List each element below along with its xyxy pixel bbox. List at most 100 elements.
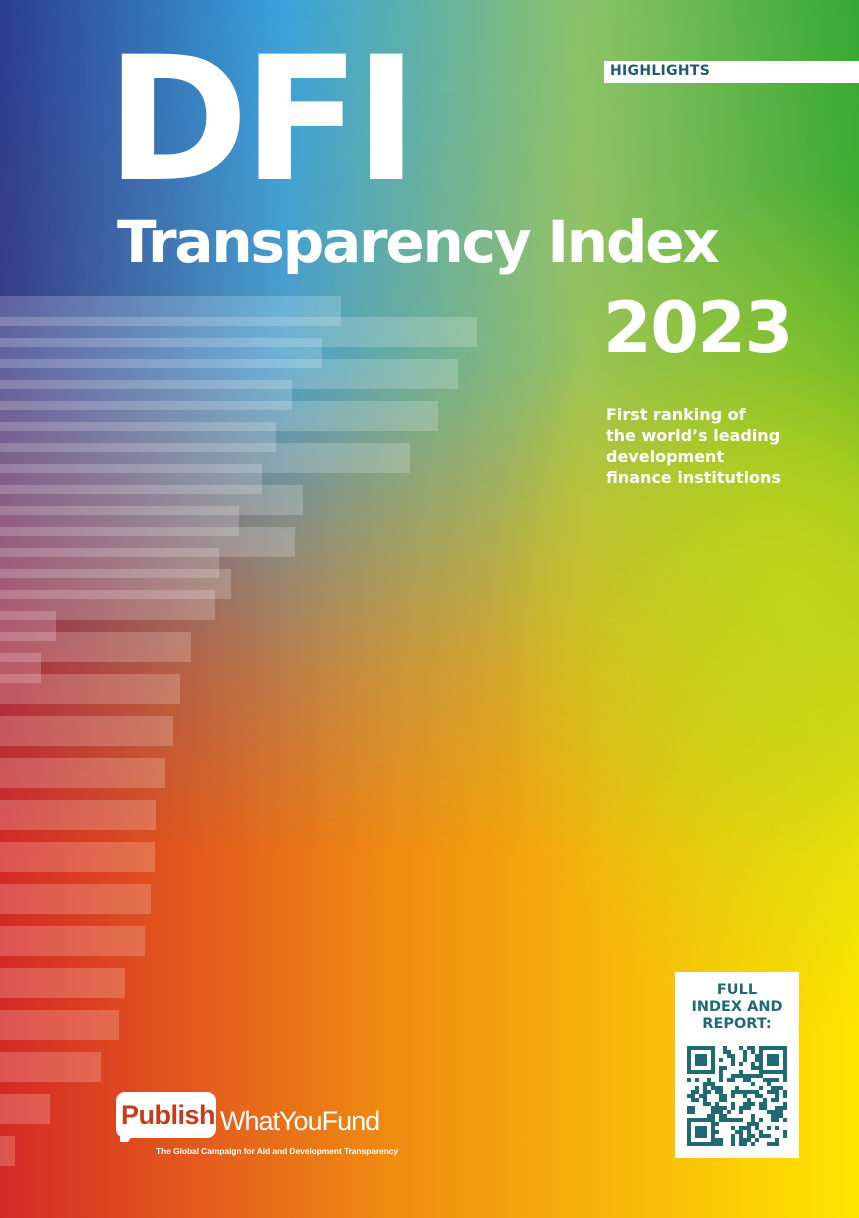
qr-module bbox=[775, 1070, 779, 1074]
qr-module bbox=[775, 1058, 779, 1062]
qr-module bbox=[751, 1142, 755, 1146]
decorative-bar bbox=[0, 338, 322, 368]
qr-module bbox=[779, 1110, 783, 1114]
qr-module bbox=[735, 1074, 739, 1078]
qr-module bbox=[711, 1118, 715, 1122]
qr-module bbox=[755, 1090, 759, 1094]
tagline: First ranking of the world’s leading dev… bbox=[606, 404, 846, 488]
qr-module bbox=[711, 1110, 715, 1114]
qr-module bbox=[739, 1090, 743, 1094]
qr-module bbox=[687, 1138, 691, 1142]
qr-module bbox=[707, 1090, 711, 1094]
qr-module bbox=[703, 1126, 707, 1130]
qr-module bbox=[699, 1130, 703, 1134]
qr-module bbox=[695, 1090, 699, 1094]
qr-module bbox=[719, 1070, 723, 1074]
qr-module bbox=[711, 1106, 715, 1110]
decorative-bar bbox=[0, 1010, 119, 1040]
qr-module bbox=[767, 1062, 771, 1066]
qr-module bbox=[751, 1046, 755, 1050]
qr-module bbox=[723, 1050, 727, 1054]
qr-module bbox=[715, 1110, 719, 1114]
qr-module bbox=[723, 1066, 727, 1070]
qr-module bbox=[695, 1062, 699, 1066]
qr-module bbox=[747, 1074, 751, 1078]
decorative-bar bbox=[0, 296, 341, 326]
decorative-bar bbox=[0, 464, 262, 494]
qr-module bbox=[783, 1118, 787, 1122]
decorative-bar bbox=[0, 422, 276, 452]
qr-module bbox=[739, 1074, 743, 1078]
qr-module bbox=[691, 1106, 695, 1110]
publish-what-you-fund-logo[interactable]: Publish WhatYouFund The Global Campaign … bbox=[116, 1092, 406, 1162]
qr-module bbox=[771, 1070, 775, 1074]
qr-module bbox=[759, 1094, 763, 1098]
qr-module bbox=[695, 1086, 699, 1090]
qr-module bbox=[767, 1126, 771, 1130]
qr-module bbox=[759, 1074, 763, 1078]
qr-module bbox=[687, 1130, 691, 1134]
qr-module bbox=[751, 1118, 755, 1122]
qr-module bbox=[779, 1114, 783, 1118]
qr-module bbox=[775, 1110, 779, 1114]
qr-module bbox=[771, 1046, 775, 1050]
qr-module bbox=[771, 1086, 775, 1090]
qr-module bbox=[723, 1106, 727, 1110]
decorative-bar bbox=[0, 527, 295, 557]
qr-code-icon[interactable] bbox=[687, 1046, 787, 1146]
qr-module bbox=[743, 1078, 747, 1082]
qr-module bbox=[739, 1134, 743, 1138]
qr-module bbox=[687, 1110, 691, 1114]
qr-module bbox=[707, 1046, 711, 1050]
qr-module bbox=[699, 1046, 703, 1050]
qr-module bbox=[731, 1106, 735, 1110]
qr-module bbox=[711, 1086, 715, 1090]
qr-module bbox=[755, 1058, 759, 1062]
qr-module bbox=[695, 1126, 699, 1130]
qr-module bbox=[743, 1102, 747, 1106]
qr-module bbox=[715, 1130, 719, 1134]
qr-module bbox=[687, 1126, 691, 1130]
decorative-bar bbox=[0, 611, 56, 641]
qr-module bbox=[775, 1118, 779, 1122]
qr-module bbox=[747, 1126, 751, 1130]
qr-module bbox=[715, 1106, 719, 1110]
qr-module bbox=[771, 1058, 775, 1062]
qr-module bbox=[711, 1114, 715, 1118]
qr-module bbox=[747, 1122, 751, 1126]
qr-module bbox=[771, 1118, 775, 1122]
qr-module bbox=[719, 1074, 723, 1078]
qr-module bbox=[727, 1078, 731, 1082]
qr-module bbox=[751, 1102, 755, 1106]
qr-module bbox=[731, 1118, 735, 1122]
qr-module bbox=[783, 1094, 787, 1098]
qr-module bbox=[691, 1090, 695, 1094]
title-transparency-index: Transparency Index bbox=[117, 208, 720, 276]
decorative-bar bbox=[0, 380, 292, 410]
qr-module bbox=[699, 1070, 703, 1074]
qr-module bbox=[719, 1138, 723, 1142]
qr-module bbox=[703, 1062, 707, 1066]
qr-module bbox=[775, 1142, 779, 1146]
decorative-bar bbox=[0, 569, 231, 599]
qr-module bbox=[707, 1082, 711, 1086]
tagline-line: the world’s leading bbox=[606, 426, 781, 445]
qr-module bbox=[695, 1070, 699, 1074]
qr-module bbox=[759, 1130, 763, 1134]
qr-module bbox=[719, 1090, 723, 1094]
qr-module bbox=[775, 1106, 779, 1110]
qr-module bbox=[779, 1070, 783, 1074]
qr-module bbox=[755, 1126, 759, 1130]
qr-module bbox=[695, 1054, 699, 1058]
qr-module bbox=[731, 1126, 735, 1130]
qr-module bbox=[739, 1106, 743, 1110]
qr-module bbox=[711, 1054, 715, 1058]
qr-module bbox=[775, 1078, 779, 1082]
decorative-bar bbox=[0, 884, 151, 914]
qr-module bbox=[747, 1138, 751, 1142]
qr-module bbox=[707, 1070, 711, 1074]
qr-module bbox=[767, 1142, 771, 1146]
qr-module bbox=[759, 1066, 763, 1070]
qr-module bbox=[755, 1074, 759, 1078]
qr-module bbox=[707, 1114, 711, 1118]
